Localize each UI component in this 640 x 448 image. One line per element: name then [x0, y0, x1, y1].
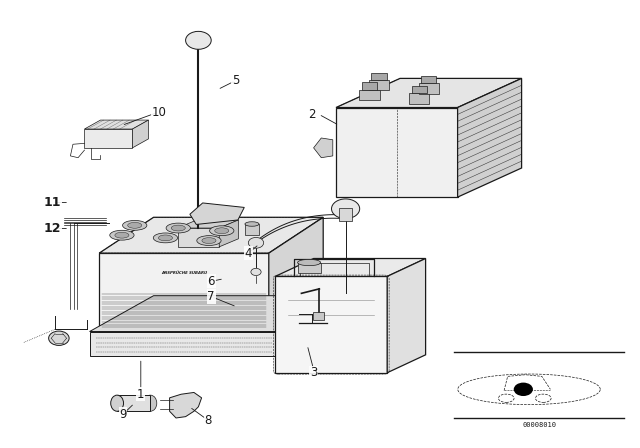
- Polygon shape: [177, 220, 238, 228]
- Ellipse shape: [154, 233, 178, 243]
- Polygon shape: [177, 228, 219, 247]
- Text: 00008010: 00008010: [522, 422, 556, 428]
- Bar: [117, 395, 150, 411]
- Bar: [412, 86, 427, 93]
- Bar: [409, 93, 429, 104]
- Polygon shape: [387, 258, 426, 373]
- Bar: [369, 80, 389, 90]
- Polygon shape: [275, 276, 387, 373]
- Ellipse shape: [298, 259, 321, 266]
- Polygon shape: [132, 120, 148, 148]
- Ellipse shape: [110, 230, 134, 240]
- Ellipse shape: [215, 228, 229, 234]
- Polygon shape: [269, 217, 323, 332]
- Ellipse shape: [144, 395, 157, 411]
- Text: 4: 4: [244, 246, 252, 260]
- Ellipse shape: [197, 236, 221, 246]
- Text: 10: 10: [151, 105, 166, 119]
- Polygon shape: [170, 392, 202, 418]
- Bar: [245, 224, 259, 235]
- Text: 8: 8: [204, 414, 212, 427]
- Text: 2: 2: [308, 108, 316, 121]
- Circle shape: [514, 383, 533, 396]
- Text: 3: 3: [310, 366, 317, 379]
- Polygon shape: [90, 296, 342, 332]
- Polygon shape: [336, 78, 522, 108]
- Bar: [419, 83, 439, 94]
- Polygon shape: [84, 120, 148, 129]
- Circle shape: [332, 199, 360, 219]
- Ellipse shape: [111, 395, 124, 411]
- Polygon shape: [99, 253, 269, 332]
- Ellipse shape: [123, 220, 147, 230]
- Text: 7: 7: [207, 290, 215, 303]
- Polygon shape: [99, 217, 323, 253]
- Polygon shape: [458, 78, 522, 197]
- Polygon shape: [90, 332, 278, 356]
- Bar: [313, 312, 324, 320]
- Text: 1: 1: [137, 388, 145, 401]
- Ellipse shape: [115, 233, 129, 238]
- Text: 5: 5: [232, 74, 239, 87]
- Text: 6: 6: [207, 275, 215, 288]
- Ellipse shape: [128, 223, 142, 228]
- Circle shape: [248, 237, 264, 248]
- Circle shape: [251, 268, 261, 276]
- Bar: [362, 82, 377, 90]
- Ellipse shape: [210, 226, 234, 236]
- Text: 9: 9: [119, 408, 127, 421]
- Ellipse shape: [202, 238, 216, 244]
- Polygon shape: [278, 296, 342, 356]
- Text: 11: 11: [44, 196, 61, 209]
- Ellipse shape: [158, 235, 173, 241]
- Polygon shape: [190, 203, 244, 224]
- Bar: [298, 263, 321, 273]
- Bar: [359, 90, 380, 100]
- Polygon shape: [219, 220, 238, 247]
- Ellipse shape: [172, 225, 186, 231]
- Text: 12: 12: [44, 222, 61, 235]
- Bar: [421, 76, 436, 83]
- Text: ANSPRÜCHE SUBARU: ANSPRÜCHE SUBARU: [161, 271, 207, 275]
- Polygon shape: [275, 258, 426, 276]
- Ellipse shape: [245, 222, 259, 226]
- Polygon shape: [314, 138, 333, 158]
- Polygon shape: [84, 129, 132, 148]
- Bar: [371, 73, 387, 80]
- Circle shape: [186, 31, 211, 49]
- Ellipse shape: [166, 223, 191, 233]
- Circle shape: [49, 331, 69, 345]
- Polygon shape: [336, 108, 458, 197]
- Bar: [339, 208, 352, 221]
